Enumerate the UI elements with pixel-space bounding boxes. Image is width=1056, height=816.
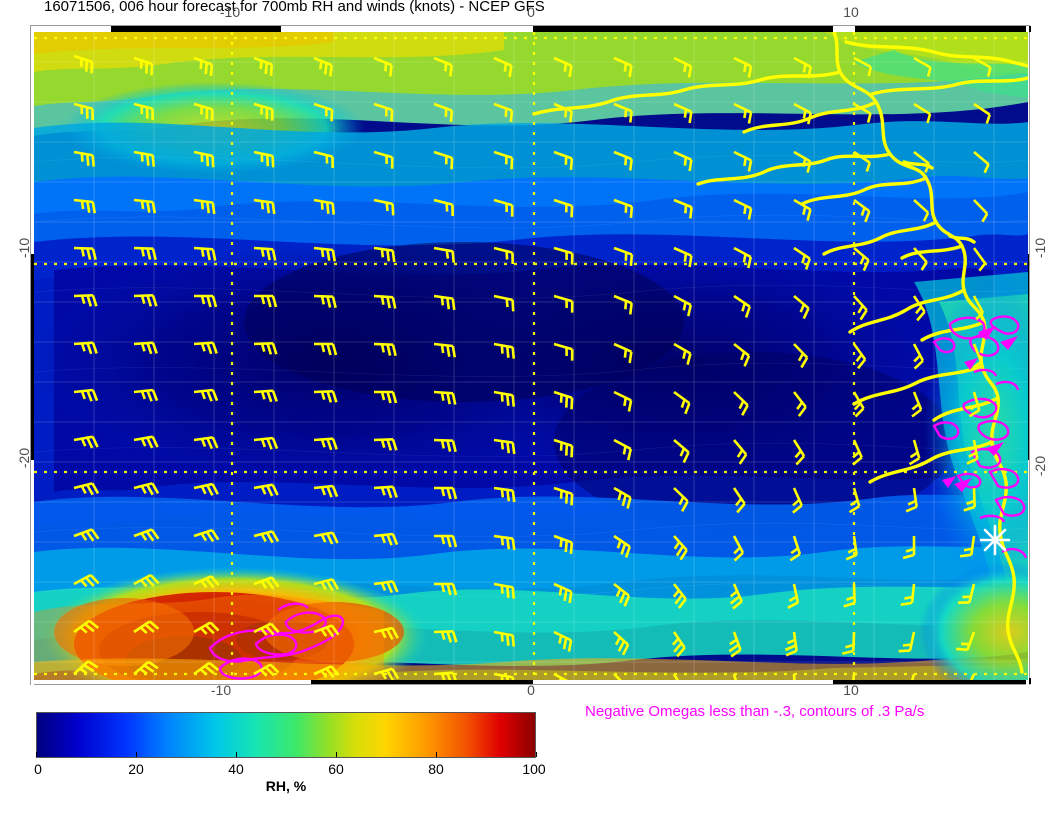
border-segment-top bbox=[111, 26, 281, 32]
colorbar-tick-100: 100 bbox=[522, 761, 546, 777]
x-tick-top-2: 10 bbox=[843, 4, 859, 20]
border-segment-bottom bbox=[311, 678, 533, 684]
omega-contours bbox=[208, 315, 1028, 680]
colorbar-tickmark bbox=[536, 752, 537, 757]
rh-wind-map bbox=[34, 32, 1028, 680]
city-marker-icon bbox=[979, 524, 1011, 556]
border-segment-top bbox=[281, 26, 533, 32]
colorbar-tick-20: 20 bbox=[128, 761, 144, 777]
x-tick-bottom-1: 0 bbox=[527, 682, 535, 698]
omega-arrow-marks bbox=[942, 326, 1018, 492]
x-tick-top-0: -10 bbox=[219, 4, 241, 20]
border-segment-top bbox=[833, 26, 855, 32]
rh-scalar-field bbox=[34, 32, 1028, 680]
border-segment-left bbox=[31, 254, 34, 460]
border-segment-left bbox=[31, 460, 34, 686]
border-segment-bottom bbox=[31, 678, 311, 684]
x-tick-bottom-2: 10 bbox=[843, 682, 859, 698]
reference-gridlines bbox=[34, 32, 1028, 680]
map-plot-frame bbox=[30, 25, 1031, 686]
colorbar-tickmark bbox=[236, 752, 237, 757]
border-segment-top bbox=[855, 26, 1031, 32]
rh-colorbar bbox=[36, 712, 536, 758]
colorbar-tickmark bbox=[136, 752, 137, 757]
border-segment-left bbox=[31, 26, 34, 254]
y-tick-right-0: -10 bbox=[1032, 237, 1049, 259]
lat-lon-grid bbox=[34, 32, 1028, 680]
colorbar-tickmark bbox=[36, 752, 37, 757]
colorbar-tick-80: 80 bbox=[428, 761, 444, 777]
border-segment-top bbox=[533, 26, 833, 32]
page-title: 16071506, 006 hour forecast for 700mb RH… bbox=[44, 0, 545, 15]
border-segment-bottom bbox=[833, 678, 1031, 684]
colorbar-tickmark bbox=[336, 752, 337, 757]
colorbar-tickmark bbox=[436, 752, 437, 757]
colorbar-tick-40: 40 bbox=[228, 761, 244, 777]
border-segment-top bbox=[31, 26, 111, 32]
map-canvas bbox=[34, 32, 1028, 680]
colorbar-tick-0: 0 bbox=[34, 761, 42, 777]
border-segment-bottom bbox=[533, 678, 833, 684]
colorbar-label: RH, % bbox=[265, 778, 307, 794]
omega-annotation: Negative Omegas less than -.3, contours … bbox=[585, 703, 925, 720]
y-tick-right-1: -20 bbox=[1032, 455, 1049, 477]
colorbar-tick-60: 60 bbox=[328, 761, 344, 777]
x-tick-bottom-0: -10 bbox=[210, 682, 232, 698]
x-tick-top-1: 0 bbox=[527, 4, 535, 20]
